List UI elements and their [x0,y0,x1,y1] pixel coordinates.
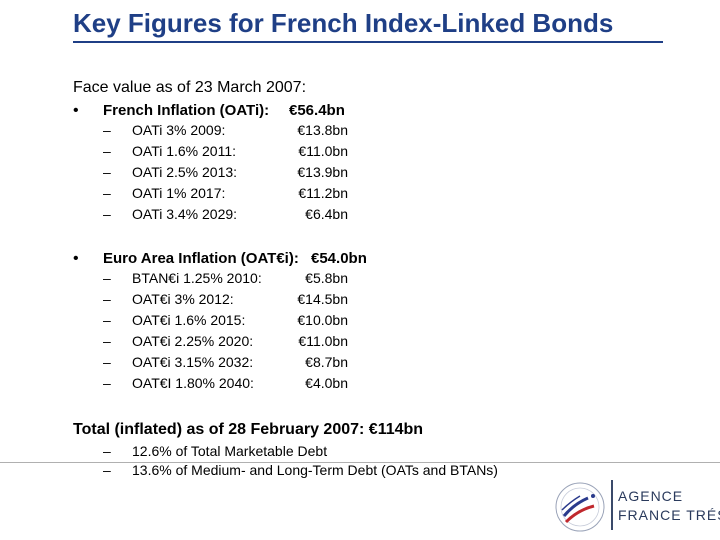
dash-glyph: – [103,291,111,307]
bond-label: OATi 1% 2017: [132,185,226,201]
bond-value: €8.7bn [305,354,348,370]
dash-glyph: – [103,206,111,222]
bond-value: €13.8bn [297,122,348,138]
bond-value: €11.0bn [298,333,348,349]
logo-separator [611,480,613,530]
list-item: – BTAN€i 1.25% 2010: €5.8bn [103,270,348,290]
list-item: – OATi 1.6% 2011: €11.0bn [103,143,348,163]
bond-value: €13.9bn [297,164,348,180]
total-heading: Total (inflated) as of 28 February 2007:… [73,421,423,439]
group-heading-euro-inflation: Euro Area Inflation (OAT€i): €54.0bn [103,250,383,267]
list-item: – OAT€I 1.80% 2040: €4.0bn [103,375,348,395]
dash-glyph: – [103,333,111,349]
dash-glyph: – [103,462,111,478]
dash-glyph: – [103,375,111,391]
logo-line-2: FRANCE TRÉSOR [618,507,720,523]
dash-glyph: – [103,143,111,159]
dash-glyph: – [103,312,111,328]
dash-glyph: – [103,443,111,459]
bond-label: OATi 3.4% 2029: [132,206,238,222]
dash-glyph: – [103,270,111,286]
bullet-euro-inflation: • [73,250,79,267]
total-detail: 12.6% of Total Marketable Debt [132,443,328,459]
bond-value: €11.2bn [298,185,348,201]
dash-glyph: – [103,354,111,370]
list-item: – OATi 3.4% 2029: €6.4bn [103,206,348,226]
bond-value: €10.0bn [297,312,348,328]
bond-value: €4.0bn [305,375,348,391]
footer-divider [0,462,720,463]
dash-glyph: – [103,185,111,201]
page-title: Key Figures for French Index-Linked Bond… [73,8,614,38]
logo-line-1: AGENCE [618,488,684,504]
group-heading-value: €56.4bn [289,102,345,119]
total-value: €114bn [368,421,424,438]
dash-glyph: – [103,122,111,138]
total-label: Total (inflated) as of 28 February 2007: [73,421,365,438]
bond-value: €11.0bn [298,143,348,159]
bond-label: OAT€i 2.25% 2020: [132,333,254,349]
bond-label: BTAN€i 1.25% 2010: [132,270,262,286]
bond-value: €14.5bn [297,291,348,307]
bond-label: OAT€i 1.6% 2015: [132,312,246,328]
bond-label: OATi 1.6% 2011: [132,143,237,159]
group-heading-label: Euro Area Inflation (OAT€i): [103,250,299,267]
group-heading-value: €54.0bn [311,250,367,267]
group-heading-label: French Inflation (OATi): [103,102,270,119]
bond-label: OAT€I 1.80% 2040: [132,375,254,391]
seal-icon [555,482,605,532]
bond-value: €6.4bn [305,206,348,222]
list-item: – OAT€i 3.15% 2032: €8.7bn [103,354,348,374]
list-item: – OATi 1% 2017: €11.2bn [103,185,348,205]
agence-france-tresor-logo: AGENCE FRANCE TRÉSOR [548,474,720,540]
bond-label: OAT€i 3.15% 2032: [132,354,254,370]
dash-glyph: – [103,164,111,180]
total-detail: 13.6% of Medium- and Long-Term Debt (OAT… [132,462,498,478]
face-value-heading: Face value as of 23 March 2007: [73,79,307,96]
list-item: – OAT€i 2.25% 2020: €11.0bn [103,333,348,353]
list-item: – OAT€i 3% 2012: €14.5bn [103,291,348,311]
bond-label: OAT€i 3% 2012: [132,291,234,307]
list-item: – OATi 2.5% 2013: €13.9bn [103,164,348,184]
bullet-french-inflation: • [73,102,79,119]
list-item: – OATi 3% 2009: €13.8bn [103,122,348,142]
title-underline [73,41,663,43]
bond-label: OATi 2.5% 2013: [132,164,238,180]
group-heading-french-inflation: French Inflation (OATi): €56.4bn [103,102,353,119]
bond-value: €5.8bn [305,270,348,286]
list-item: – OAT€i 1.6% 2015: €10.0bn [103,312,348,332]
bond-label: OATi 3% 2009: [132,122,226,138]
